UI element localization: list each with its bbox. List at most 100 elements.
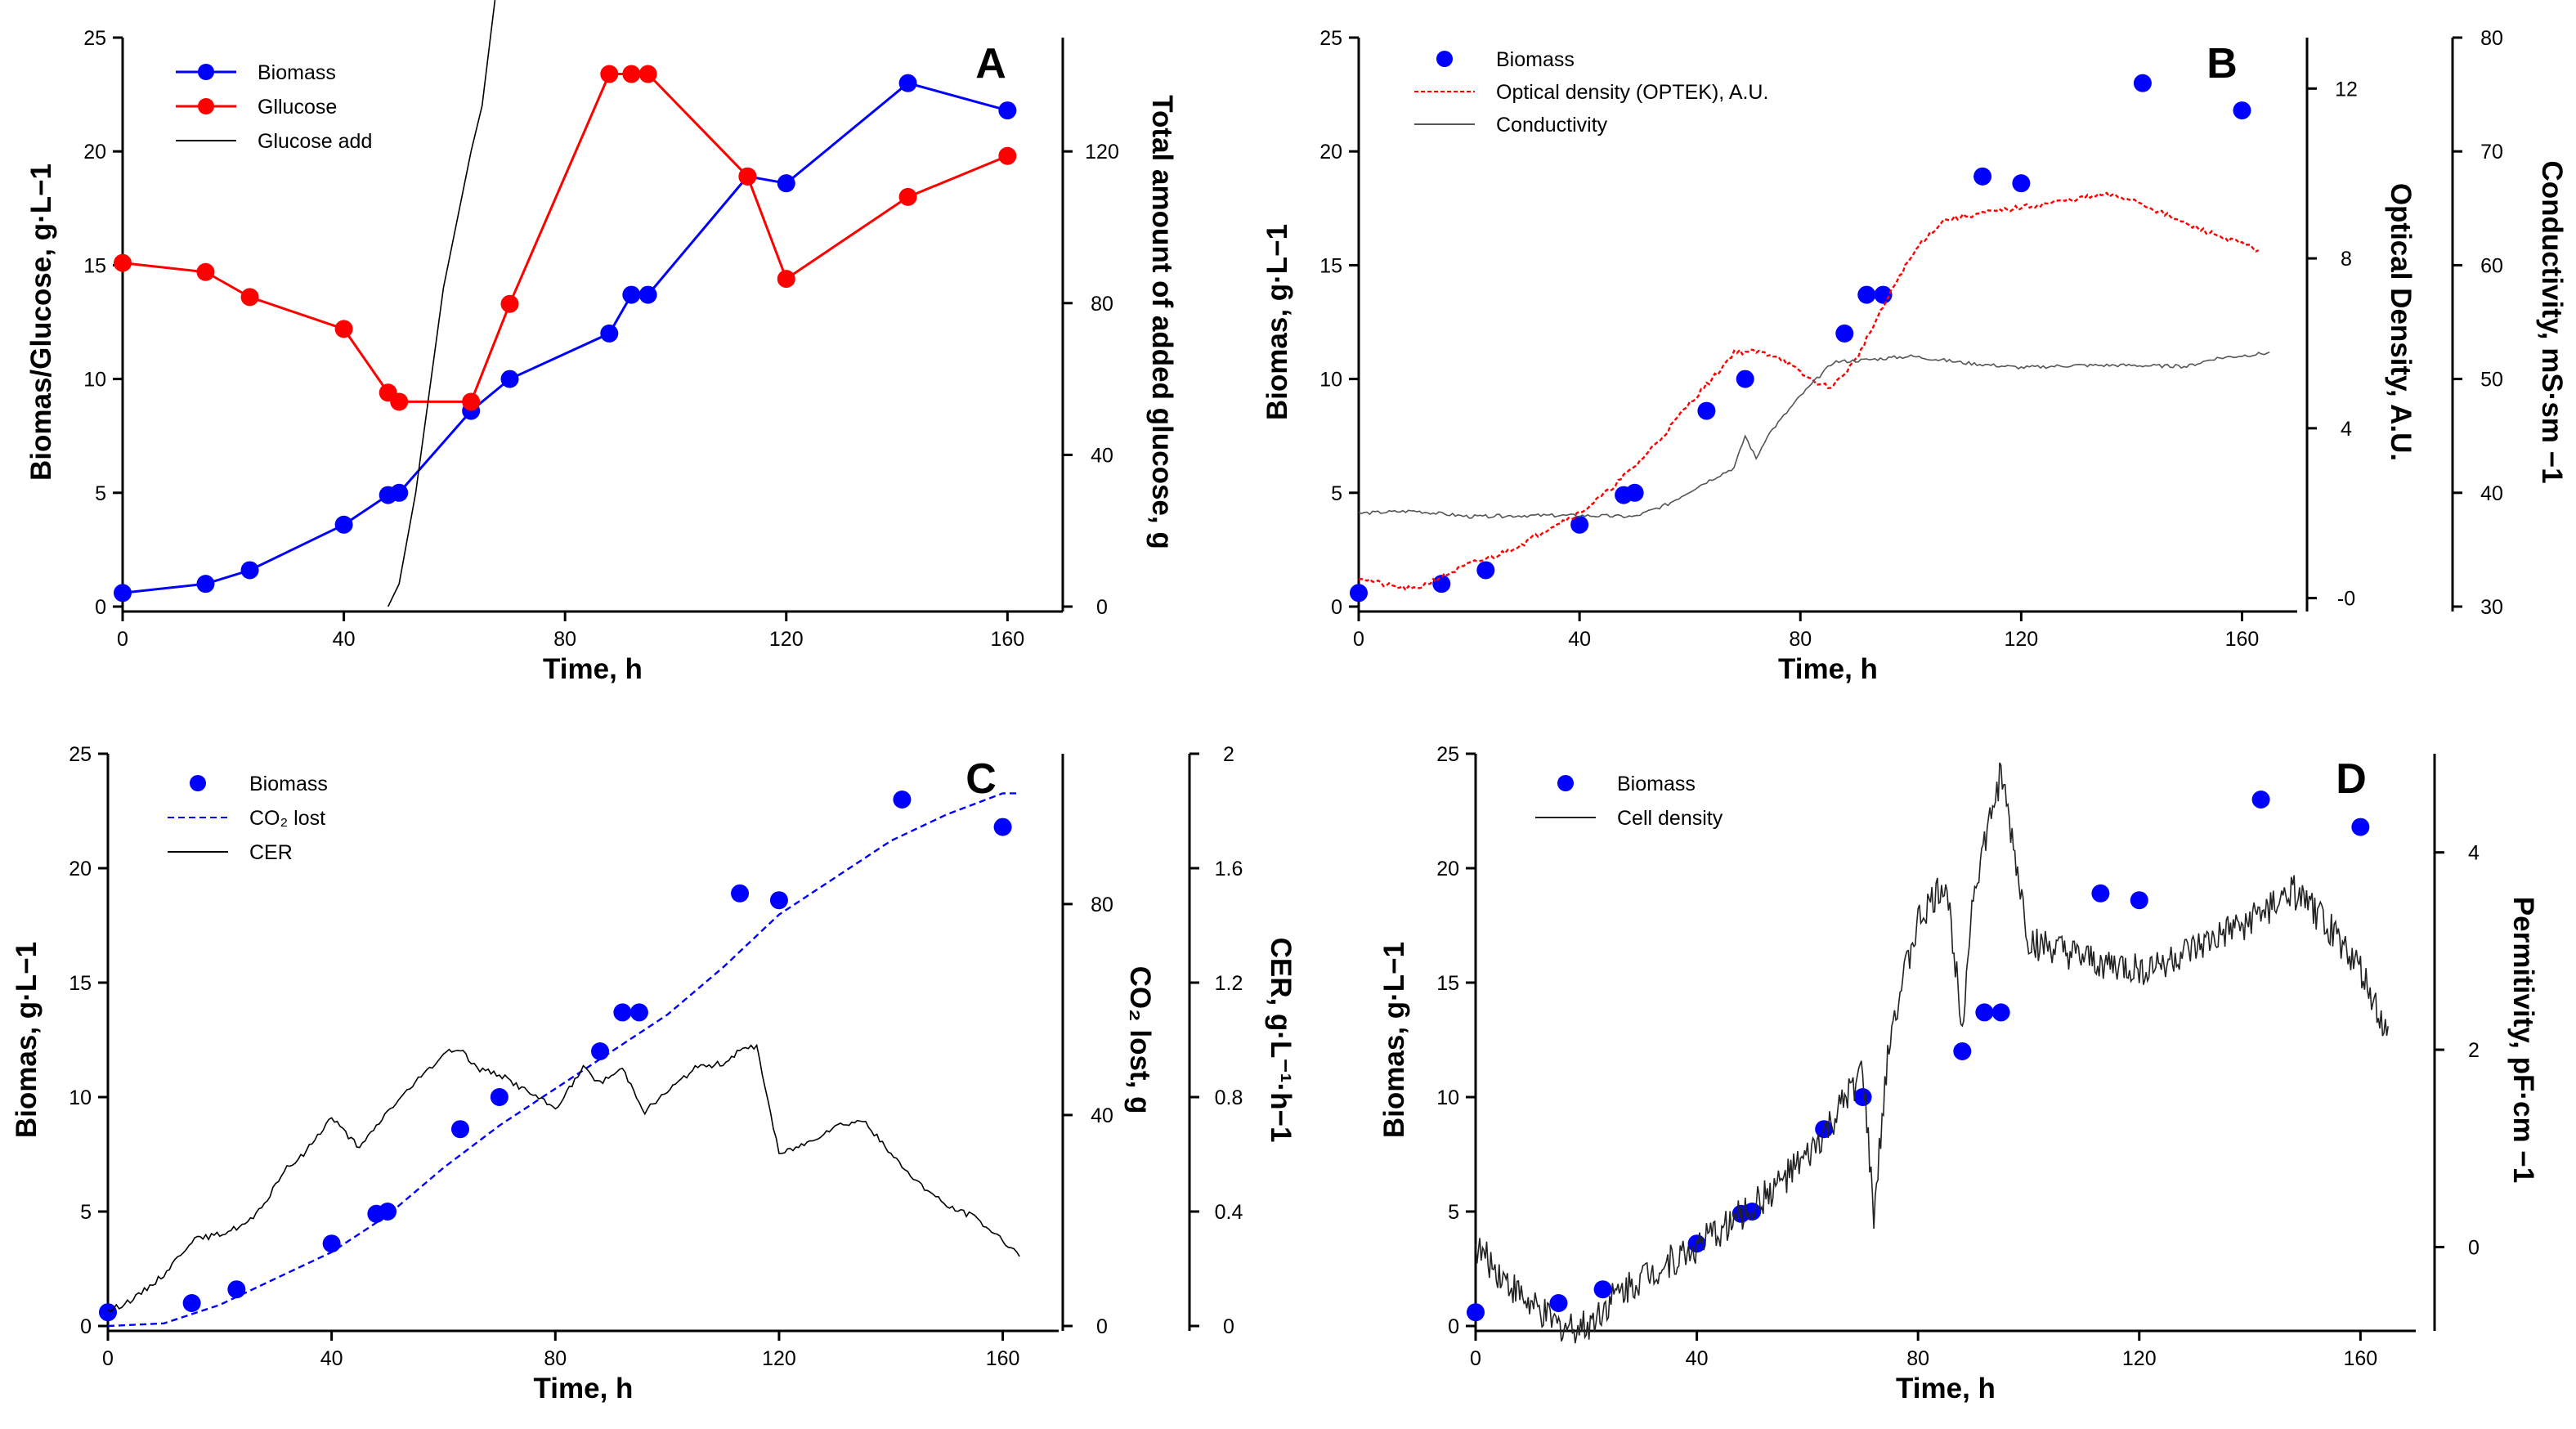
series-line [387, 0, 496, 607]
y-axis-title: Biomas, g·L−1 [11, 942, 43, 1138]
series-glucose-add [387, 0, 496, 607]
data-point [1476, 561, 1495, 580]
x-tick-label: 40 [1686, 1347, 1709, 1370]
x-tick-label: 0 [117, 628, 128, 651]
panel-letter: B [2206, 40, 2238, 87]
data-point [1975, 1003, 1994, 1022]
legend-label: Biomass [249, 773, 328, 795]
y3-axis-title: Conductivity, mS·sm −1 [2536, 160, 2568, 483]
series-line [1358, 191, 2260, 593]
series-cell-density [1475, 762, 2389, 1344]
series-biomass [1350, 74, 2251, 603]
data-point [1953, 1042, 1972, 1060]
data-point [2130, 891, 2148, 910]
x-tick-label: 0 [102, 1347, 114, 1370]
y-tick-label: 5 [80, 1201, 92, 1224]
x-axis-title: Time, h [534, 1373, 634, 1404]
y-tick-label: 0 [80, 1315, 92, 1338]
y-tick-label: 10 [1436, 1086, 1459, 1109]
series-line [122, 82, 1008, 594]
data-point [1625, 483, 1644, 502]
data-point [1853, 1088, 1872, 1106]
y-tick-label: 0 [95, 596, 106, 619]
data-point [227, 1280, 246, 1299]
series-conductivity [1358, 351, 2270, 519]
series-gllucose [114, 65, 1017, 411]
y-tick-label: 5 [95, 482, 106, 505]
x-tick-label: 120 [762, 1347, 796, 1370]
data-point [738, 167, 757, 186]
x-tick-label: 0 [1470, 1347, 1481, 1370]
data-point [490, 1088, 508, 1106]
x-tick-label: 40 [1568, 628, 1591, 651]
y-tick-label: 20 [69, 858, 92, 880]
legend-label: CO₂ lost [249, 807, 325, 830]
x-tick-label: 80 [553, 628, 576, 651]
y2-tick-label: 80 [1091, 894, 1113, 916]
y2-tick-label: 0 [1096, 1315, 1108, 1338]
x-tick-label: 40 [320, 1347, 343, 1370]
y-tick-label: 25 [69, 743, 92, 766]
data-point [777, 270, 795, 289]
data-point [1549, 1294, 1568, 1312]
y-tick-label: 15 [1436, 972, 1459, 995]
series-biomass [114, 74, 1017, 603]
data-point [2133, 74, 2152, 92]
x-tick-label: 160 [2225, 628, 2260, 651]
data-point [1857, 285, 1876, 304]
x-tick-label: 120 [2004, 628, 2038, 651]
data-point [600, 324, 619, 343]
data-point [638, 65, 657, 83]
data-point [898, 74, 917, 92]
legend-swatch-marker [1557, 775, 1574, 791]
data-point [1991, 1003, 2010, 1022]
data-point [1736, 370, 1754, 388]
data-point [1973, 167, 1992, 186]
series-cer [107, 1043, 1020, 1313]
data-point [322, 1234, 341, 1253]
y-tick-label: 15 [83, 254, 106, 277]
data-point [993, 818, 1012, 836]
y-tick-label: 0 [1331, 596, 1342, 619]
legend-label: CER [249, 841, 293, 864]
panel-a: 0 40 80 120 160 0 5 10 15 20 25 Time, h Biomas/Gluco… [25, 0, 1178, 685]
data-point [390, 483, 409, 502]
data-point [450, 1120, 469, 1139]
data-point [591, 1042, 610, 1060]
legend-label: Cell density [1617, 807, 1723, 830]
y2-tick-label: 40 [1091, 444, 1113, 467]
x-tick-label: 160 [2343, 1347, 2377, 1370]
y3-tick-label: 0.4 [1215, 1201, 1243, 1224]
y3-tick-label: 60 [2480, 254, 2503, 277]
y2-axis-title: CO₂ lost, g [1124, 966, 1156, 1114]
x-tick-label: 0 [1353, 628, 1364, 651]
series-co-lost [107, 792, 1020, 1328]
y3-tick-label: 70 [2480, 141, 2503, 164]
data-point [998, 101, 1017, 120]
data-point [1835, 324, 1854, 343]
x-tick-label: 120 [769, 628, 804, 651]
data-point [240, 561, 259, 580]
y-tick-label: 25 [1319, 27, 1342, 50]
y-tick-label: 0 [1448, 1315, 1459, 1338]
data-point [629, 1003, 648, 1022]
panel-letter: D [2336, 755, 2367, 803]
series-optical-density-optek-a-u- [1358, 191, 2260, 593]
data-point [114, 253, 132, 272]
legend-label: Glucose add [258, 130, 372, 153]
y-tick-label: 20 [1436, 858, 1459, 880]
data-point [613, 1003, 632, 1022]
legend: Biomass CO₂ lost CER [168, 773, 328, 864]
panel-letter: A [975, 40, 1006, 87]
legend-label: Biomass [258, 61, 336, 84]
legend: Biomass Gllucose Glucose add [176, 61, 372, 153]
y3-tick-label: 1.2 [1215, 972, 1243, 995]
legend-label: Biomass [1496, 48, 1575, 71]
y2-tick-label: 40 [1091, 1104, 1113, 1127]
data-point [2233, 101, 2251, 120]
data-point [731, 884, 750, 903]
data-point [196, 575, 215, 594]
data-point [2251, 791, 2270, 809]
y3-tick-label: 50 [2480, 369, 2503, 392]
series-line [1358, 351, 2270, 519]
